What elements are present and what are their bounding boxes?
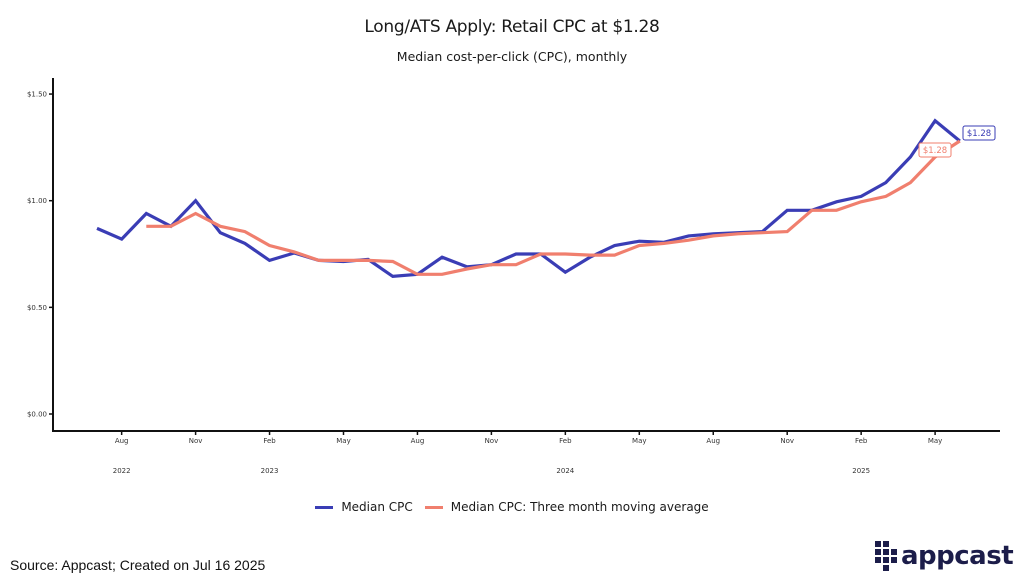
x-tick-label: Feb xyxy=(263,437,276,445)
appcast-logo: appcast xyxy=(875,541,1014,571)
x-tick-label: May xyxy=(336,437,350,445)
x-tick-label: Feb xyxy=(855,437,868,445)
data-labels: $1.28 $1.28 xyxy=(918,125,996,158)
chart-subtitle: Median cost-per-click (CPC), monthly xyxy=(396,49,628,64)
legend-label-moving-average: Median CPC: Three month moving average xyxy=(450,500,709,514)
series-line-median-cpc xyxy=(96,118,961,279)
logo-grid-icon xyxy=(875,541,897,571)
legend-swatch-moving-average xyxy=(424,505,443,509)
end-label-text: $1.28 xyxy=(923,146,947,156)
chart-title: Long/ATS Apply: Retail CPC at $1.28 xyxy=(364,17,660,37)
legend-item-median-cpc[interactable]: Median CPC xyxy=(315,500,413,514)
series-layer xyxy=(96,118,961,279)
source-note: Source: Appcast; Created on Jul 16 2025 xyxy=(10,557,266,573)
legend-item-moving-average[interactable]: Median CPC: Three month moving average xyxy=(424,500,709,514)
x-year-label: 2025 xyxy=(852,467,870,475)
x-tick-label: May xyxy=(928,437,942,445)
x-year-label: 2023 xyxy=(261,467,279,475)
x-tick-label: Nov xyxy=(780,437,794,445)
end-label-median-cpc: $1.28 xyxy=(962,125,996,141)
x-tick-label: Feb xyxy=(559,437,572,445)
x-year-label: 2024 xyxy=(556,467,574,475)
legend-label-median-cpc: Median CPC xyxy=(341,500,413,514)
legend: Median CPC Median CPC: Three month movin… xyxy=(0,500,1024,514)
logo-text: appcast xyxy=(901,541,1014,571)
x-axis: Aug Nov Feb May Aug Nov Feb May Aug Nov Feb May 2022… xyxy=(52,430,1000,475)
x-tick-label: Nov xyxy=(189,437,203,445)
y-tick-label: $1.50 xyxy=(27,91,47,99)
y-tick-label: $0.50 xyxy=(27,304,47,312)
end-label-box xyxy=(962,125,996,141)
legend-swatch-median-cpc xyxy=(315,505,334,509)
end-label-text: $1.28 xyxy=(967,129,991,139)
end-label-moving-average: $1.28 xyxy=(918,142,952,158)
x-year-label: 2022 xyxy=(113,467,131,475)
x-tick-label: Aug xyxy=(115,437,129,445)
end-label-box xyxy=(918,142,952,158)
x-tick-label: May xyxy=(632,437,646,445)
y-tick-label: $0.00 xyxy=(27,411,47,419)
series-line-moving-average xyxy=(146,139,961,276)
x-tick-label: Nov xyxy=(485,437,499,445)
y-tick-label: $1.00 xyxy=(27,197,47,205)
x-tick-label: Aug xyxy=(411,437,425,445)
y-axis: $0.00 $0.50 $1.00 $1.50 xyxy=(27,78,54,431)
x-tick-label: Aug xyxy=(706,437,720,445)
